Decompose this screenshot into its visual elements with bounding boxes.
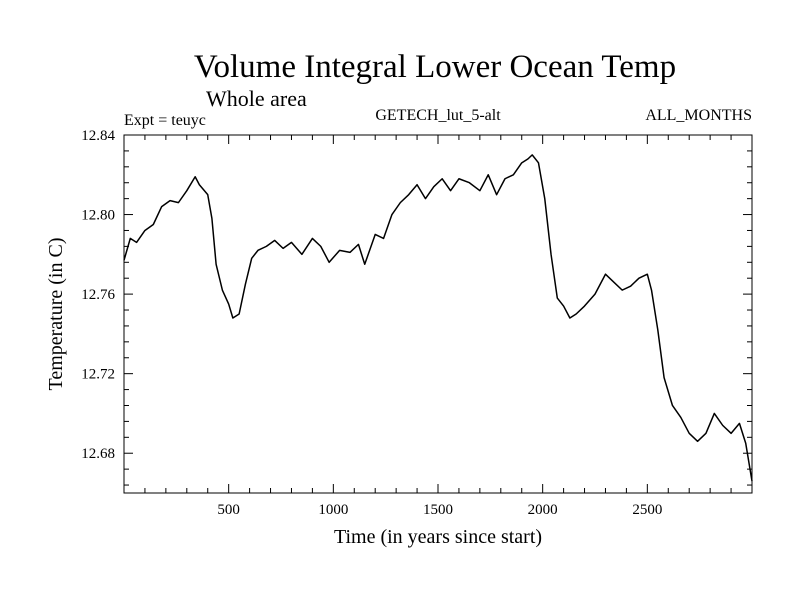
x-tick-label: 2000: [528, 502, 558, 518]
experiment-label: Expt = teuyc: [124, 112, 206, 129]
x-tick-label: 2500: [632, 502, 662, 518]
y-axis-label: Temperature (in C): [45, 238, 67, 391]
dataset-label: GETECH_lut_5-alt: [375, 107, 501, 124]
x-axis-tick-labels: 500 1000 1500 2000 2500: [217, 502, 662, 518]
y-tick-label: 12.76: [81, 287, 115, 303]
months-label: ALL_MONTHS: [645, 107, 752, 124]
y-axis-ticks: [124, 134, 752, 486]
chart-title: Volume Integral Lower Ocean Temp: [194, 49, 676, 85]
x-tick-label: 1000: [318, 502, 348, 518]
y-tick-label: 12.68: [81, 446, 115, 462]
x-tick-label: 500: [217, 502, 240, 518]
series-line: [123, 154, 753, 482]
plot-area-frame: [123, 134, 753, 494]
x-axis-label: Time (in years since start): [334, 526, 542, 548]
y-tick-label: 12.72: [81, 367, 115, 383]
x-tick-label: 1500: [423, 502, 453, 518]
y-tick-label: 12.84: [81, 128, 115, 144]
y-axis-tick-labels: 12.68 12.72 12.76 12.80 12.84: [81, 128, 115, 462]
x-axis-ticks: [144, 135, 732, 493]
chart-subtitle: Whole area: [206, 86, 307, 111]
y-tick-label: 12.80: [81, 208, 115, 224]
